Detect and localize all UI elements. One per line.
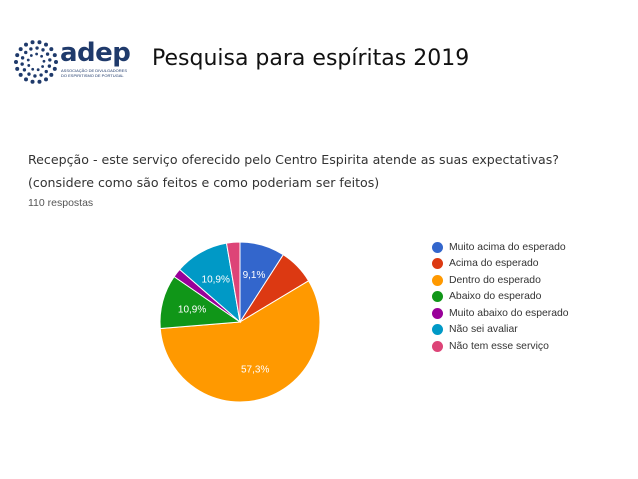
logo-dot	[47, 64, 52, 68]
legend-swatch	[432, 274, 443, 286]
logo-dot	[44, 77, 48, 82]
legend-label: Dentro do esperado	[449, 274, 541, 286]
legend-item[interactable]: Não sei avaliar	[432, 322, 632, 339]
logo-dot	[31, 67, 35, 71]
logo-dot	[15, 53, 20, 58]
legend-swatch	[432, 340, 443, 352]
legend-item[interactable]: Muito abaixo do esperado	[432, 305, 632, 322]
logo-dot	[52, 53, 57, 58]
logo-dot	[26, 58, 30, 62]
pie-chart: 9,1% 57,3% 10,9% 10,9%	[159, 241, 321, 403]
slice-data-label: 57,3%	[241, 365, 269, 376]
logo-dot	[37, 79, 42, 84]
logo-dot	[41, 48, 45, 52]
legend-item[interactable]: Abaixo do esperado	[432, 289, 632, 306]
logo-dot	[20, 56, 25, 60]
logo-dot	[18, 47, 23, 52]
logo-dot	[49, 72, 54, 77]
logo-dot	[30, 79, 35, 84]
pie-slice[interactable]	[225, 241, 241, 323]
legend-item[interactable]: Muito acima do esperado	[432, 239, 632, 256]
legend-label: Muito acima do esperado	[449, 241, 566, 253]
logo-dot	[24, 77, 28, 82]
legend-swatch	[432, 324, 443, 336]
page-title: Pesquisa para espíritas 2019	[152, 46, 470, 71]
adep-logo: adep ASSOCIAÇÃO DE DIVULGADORES DO ESPIR…	[14, 38, 131, 90]
legend-item[interactable]: Dentro do esperado	[432, 272, 632, 289]
logo-dot	[48, 58, 52, 62]
slice-data-label: 9,1%	[243, 270, 266, 281]
slice-data-label: 10,9%	[202, 274, 230, 285]
question-line-1: Recepção - este serviço oferecido pelo C…	[28, 152, 559, 167]
logo-dot	[49, 47, 54, 52]
logo-dot	[27, 72, 31, 76]
logo-dot	[44, 42, 48, 47]
logo-subtitle: ASSOCIAÇÃO DE DIVULGADORES DO ESPIRITISM…	[61, 68, 128, 78]
logo-dots-icon	[14, 40, 58, 84]
legend-label: Não sei avaliar	[449, 324, 518, 336]
response-count: 110 respostas	[28, 197, 94, 209]
logo-dot	[30, 40, 35, 45]
logo-dot	[29, 47, 33, 51]
pie-slice[interactable]	[159, 280, 321, 403]
legend-item[interactable]: Não tem esse serviço	[432, 338, 632, 355]
logo-dot	[27, 64, 31, 67]
logo-dot	[15, 66, 20, 71]
logo-dot	[52, 66, 57, 71]
logo-dot	[36, 68, 40, 72]
chart-legend: Muito acima do esperado Acima do esperado…	[432, 239, 632, 355]
logo-dot	[29, 54, 33, 57]
logo-dot	[37, 40, 42, 45]
logo-dot	[14, 60, 18, 64]
logo-dot	[18, 72, 23, 77]
logo-dot	[35, 52, 39, 56]
legend-label: Abaixo do esperado	[449, 291, 542, 303]
logo-dot	[24, 42, 28, 47]
logo-dot	[54, 60, 58, 64]
logo-dot	[20, 62, 24, 66]
question-line-2: (considere como são feitos e como poderi…	[28, 175, 380, 190]
legend-label: Não tem esse serviço	[449, 340, 549, 352]
logo-dot	[45, 52, 50, 56]
legend-swatch	[432, 291, 443, 303]
legend-label: Acima do esperado	[449, 258, 539, 270]
logo-dot	[40, 54, 43, 58]
logo-dot	[22, 68, 27, 72]
survey-question: Recepção - este serviço oferecido pelo C…	[28, 148, 628, 194]
legend-swatch	[432, 241, 443, 253]
logo-dot	[33, 74, 37, 78]
logo-dot	[44, 69, 48, 74]
legend-swatch	[432, 307, 443, 319]
logo-dot	[42, 59, 46, 63]
legend-item[interactable]: Acima do esperado	[432, 256, 632, 273]
logo-dot	[41, 65, 45, 68]
slice-data-label: 10,9%	[178, 305, 206, 316]
legend-swatch	[432, 258, 443, 270]
logo-dot	[24, 50, 28, 55]
legend-label: Muito abaixo do esperado	[449, 307, 569, 319]
logo-name: adep	[60, 38, 131, 68]
logo-dot	[39, 73, 43, 77]
logo-dot	[35, 46, 39, 50]
